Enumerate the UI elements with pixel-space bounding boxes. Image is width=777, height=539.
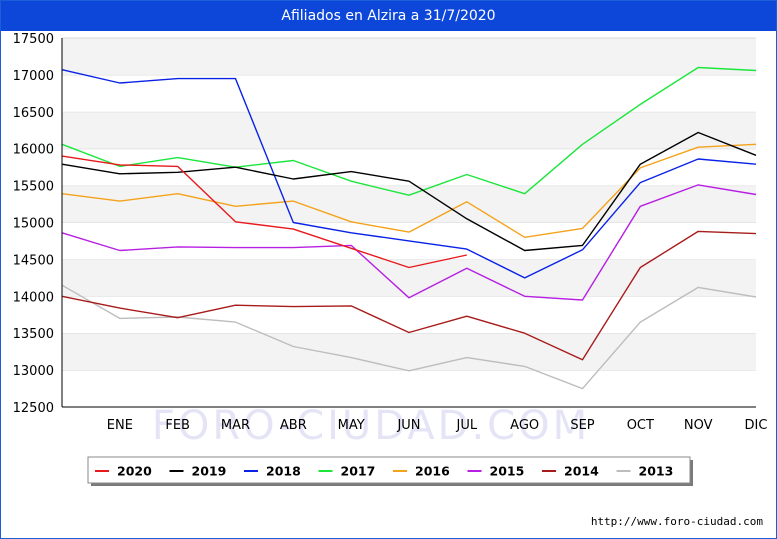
legend-label-2015: 2015 <box>490 464 525 479</box>
series-line-2014 <box>61 230 757 361</box>
legend-label-2017: 2017 <box>341 464 376 479</box>
y-tick-label: 17500 <box>13 32 54 47</box>
x-tick-label: SEP <box>570 418 594 433</box>
x-tick-label: OCT <box>627 418 654 433</box>
x-tick-label: AGO <box>510 418 539 433</box>
legend: 2020 2019 2018 2017 2016 2015 2014 2013 <box>87 456 693 486</box>
legend-label-2013: 2013 <box>639 464 674 479</box>
grid-band <box>62 38 756 75</box>
grid-bands <box>62 37 756 407</box>
legend-label-2016: 2016 <box>415 464 450 479</box>
grid-band <box>62 148 756 186</box>
legend-label-2020: 2020 <box>117 464 152 479</box>
series-lines <box>61 66 757 390</box>
watermark: FORO-CIUDAD.COM <box>152 403 590 449</box>
y-tick-label: 17000 <box>13 69 54 84</box>
y-tick-label: 12500 <box>13 401 54 416</box>
grid-band <box>62 111 756 149</box>
y-tick-label: 14500 <box>13 253 54 268</box>
series-line-2019 <box>61 131 757 252</box>
y-axis-ticks: 12500 13000 13500 14000 14500 15000 15500 16000… <box>13 32 54 416</box>
x-tick-label: FEB <box>165 418 190 433</box>
x-tick-label: ABR <box>280 418 307 433</box>
x-tick-label: JUL <box>456 418 478 433</box>
legend-box <box>87 456 691 484</box>
chart-title: Afiliados en Alzira a 31/7/2020 <box>1 1 776 31</box>
series-line-2018 <box>61 69 757 279</box>
legend-label-2014: 2014 <box>564 464 599 479</box>
x-axis-ticks: ENE FEB MAR ABR MAY JUN JUL AGO SEP OCT NOV DIC <box>107 418 768 433</box>
series-line-2017 <box>61 66 757 196</box>
y-tick-label: 13500 <box>13 327 54 342</box>
grid-band <box>62 370 756 407</box>
x-tick-label: MAR <box>221 418 250 433</box>
footer-url: http://www.foro-ciudad.com <box>590 515 763 528</box>
x-tick-label: ENE <box>107 418 133 433</box>
y-tick-label: 15500 <box>13 180 54 195</box>
y-tick-label: 15000 <box>13 217 54 232</box>
grid-band <box>62 185 756 223</box>
x-tick-label: JUN <box>396 418 420 433</box>
legend-label-2018: 2018 <box>266 464 301 479</box>
grid-band <box>62 259 756 297</box>
series-line-2020 <box>61 155 467 269</box>
grid-band <box>62 296 756 334</box>
legend-label-2019: 2019 <box>192 464 227 479</box>
x-tick-label: DIC <box>745 418 768 433</box>
y-tick-label: 13000 <box>13 364 54 379</box>
series-line-2016 <box>61 143 757 239</box>
y-tick-label: 16500 <box>13 106 54 121</box>
x-tick-label: NOV <box>684 418 713 433</box>
x-tick-label: MAY <box>338 418 365 433</box>
y-tick-label: 14000 <box>13 290 54 305</box>
grid-band <box>62 74 756 112</box>
series-line-2015 <box>61 184 757 301</box>
y-tick-label: 16000 <box>13 143 54 158</box>
grid-band <box>62 333 756 371</box>
